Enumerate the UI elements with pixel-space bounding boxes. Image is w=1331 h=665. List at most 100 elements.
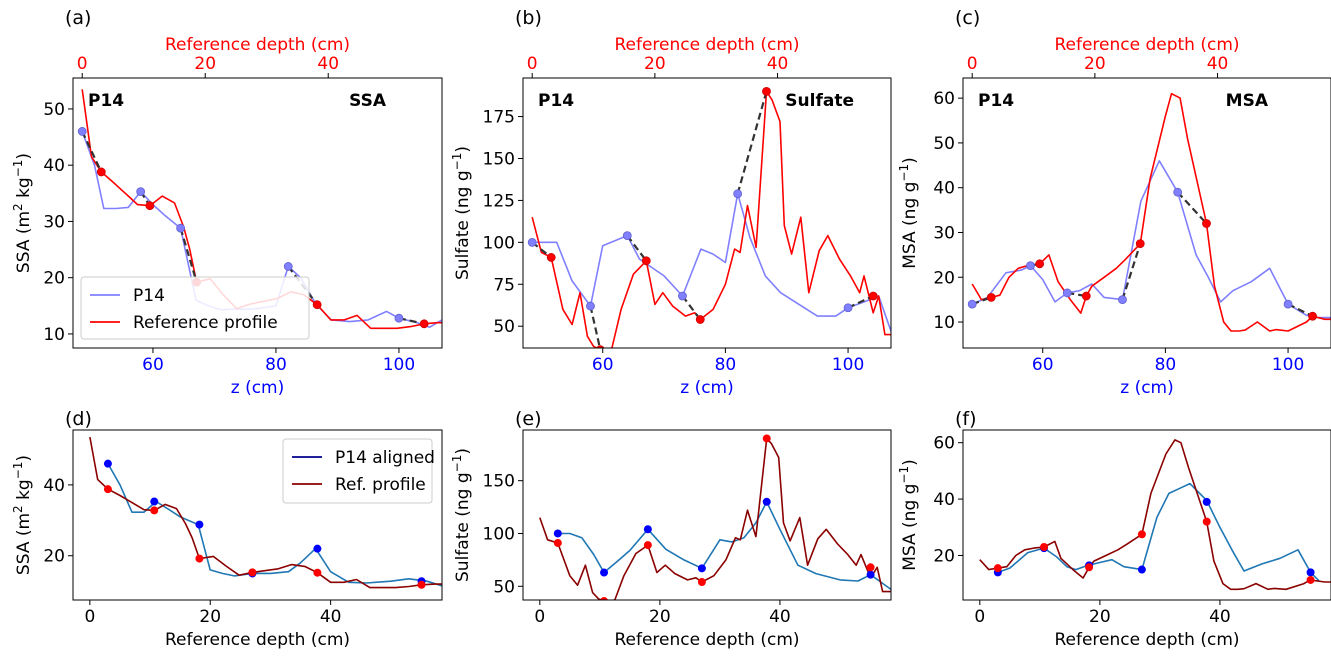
y-tick-label: 50 [493,577,515,597]
plot-area [979,439,1331,591]
tie-line [736,91,768,195]
legend: P14 Reference profile [80,276,310,340]
top-tick-label: 40 [1207,54,1229,74]
top-axis-label: Reference depth (cm) [614,35,799,55]
y-tick-label: 20 [933,546,955,566]
panel-d: 0 20 40 20 40 Reference depth (cm) SSA (m2 kg−… [11,408,443,650]
plot-area [527,87,891,348]
panel-a: 60 80 100 10 20 30 40 50 z (cm) SSA (m2 kg−1) (a) 0… [11,7,443,398]
y-tick-label: 40 [933,490,955,510]
p14-tie-marker [283,262,293,271]
panel-c: 60 80 100 10 20 30 40 50 60 z (cm) MSA (ng g−1) (c)… [897,7,1331,398]
tie-line [1176,191,1208,225]
ref-tie-marker [1035,259,1045,269]
tie-point-marker [195,520,204,529]
axes-frame [72,429,443,601]
tie-point-marker [195,554,204,563]
y-tick-label: 50 [43,100,65,120]
p14-tie-marker [77,127,87,136]
y-tick-label: 60 [933,434,955,454]
panel-e: 0 20 40 50 100 150 Reference depth (cm) Sulfate… [450,408,892,650]
tie-line [1287,303,1314,318]
panel-b: 60 80 100 50 75 100 125 150 175 z (cm) Sulfate (ng… [450,7,892,398]
p14-tie-marker [622,231,632,241]
x-tick-label: 0 [534,607,545,627]
series-line-ref-profile [979,439,1331,591]
x-tick-label: 0 [974,607,985,627]
y-tick-label: 60 [933,89,955,109]
legend-entry-label: Reference profile [133,313,278,333]
p14-tie-marker [136,187,146,197]
y-tick-label: 150 [483,149,515,169]
series-line-reference-profile [531,90,891,348]
panel-label: (e) [515,408,542,430]
tie-point-marker [762,497,771,506]
legend-box [80,276,310,340]
tie-point-marker [313,568,322,577]
ref-tie-marker [145,201,155,211]
tie-point-marker [248,568,257,577]
tie-line [626,234,648,262]
legend: P14 aligned Ref. profile [282,438,435,504]
x-tick-label: 100 [832,355,864,375]
plot-area [967,92,1331,332]
axes-frame [72,77,443,349]
y-tick-label: 40 [933,179,955,199]
tie-point-marker [1202,497,1211,506]
ref-tie-marker [868,291,878,301]
p14-tie-marker [527,237,537,247]
tie-line [81,130,103,173]
ref-tie-marker [96,167,106,177]
series-line-p14 [971,160,1331,319]
legend-entry-label: P14 aligned [335,448,435,468]
tie-point-marker [993,564,1002,573]
tie-point-marker [600,597,608,600]
ref-tie-marker [762,87,771,96]
x-tick-label: 100 [1272,355,1304,375]
tie-point-marker [1040,542,1049,551]
x-tick-label: 20 [199,607,221,627]
axes-frame [522,77,892,349]
y-tick-label: 40 [43,476,65,496]
panel-label: (c) [955,7,980,29]
plot-area [89,436,442,589]
y-tick-label: 125 [483,191,515,211]
tie-point-marker [697,578,706,587]
y-axis-label: Sulfate (ng g−1) [450,146,473,280]
tie-point-marker [553,529,562,538]
panel-variable-label: MSA [1226,91,1269,111]
tie-point-marker [643,525,652,534]
tie-point-marker [697,564,706,573]
y-tick-label: 20 [933,268,955,288]
top-tick-label: 40 [317,54,339,74]
top-axis-label: Reference depth (cm) [165,35,350,55]
y-axis-label: MSA (ng g−1) [897,459,920,571]
top-tick-label: 0 [77,54,88,74]
tie-point-marker [1137,530,1146,539]
y-tick-label: 40 [43,156,65,176]
p14-tie-marker [733,189,743,199]
top-axis-label: Reference depth (cm) [1054,35,1239,55]
y-tick-label: 100 [483,233,515,253]
ref-tie-marker [312,300,322,310]
top-tick-label: 20 [1084,54,1106,74]
series-line-p14-aligned [997,482,1320,582]
x-tick-label: 80 [265,355,287,375]
tie-point-marker [313,544,322,553]
tie-point-marker [103,485,112,494]
x-tick-label: 80 [1155,355,1177,375]
p14-tie-marker [1062,288,1072,298]
x-tick-label: 60 [592,355,614,375]
panel-label: (b) [515,7,542,29]
y-tick-label: 150 [483,472,515,492]
panel-label: (f) [955,408,977,430]
tie-line [179,227,198,283]
top-tick-label: 20 [194,54,216,74]
tie-point-marker [643,541,652,550]
y-tick-label: 175 [483,108,515,128]
tie-point-marker [553,538,562,547]
axes-frame [522,429,892,601]
y-tick-label: 10 [933,313,955,333]
x-tick-label: 20 [649,607,671,627]
